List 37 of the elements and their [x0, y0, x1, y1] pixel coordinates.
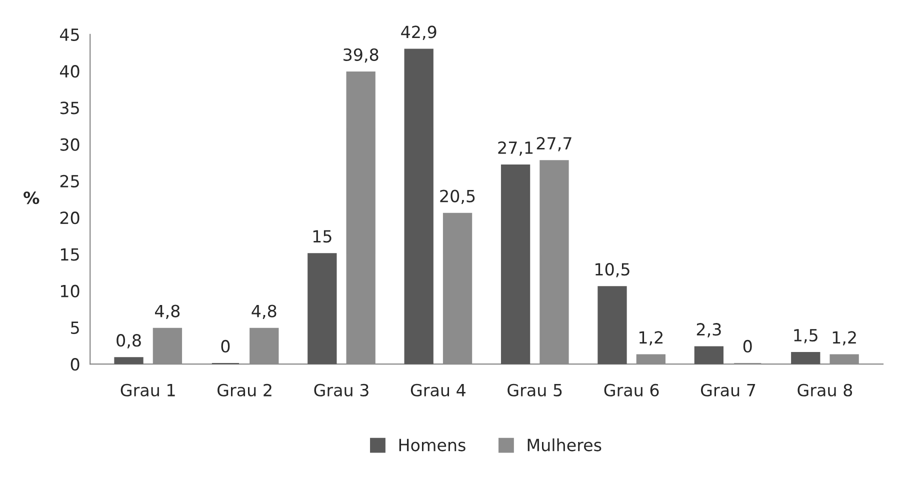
- y-tick-label: 5: [71, 322, 79, 334]
- data-label: 0: [221, 340, 230, 353]
- y-tick-label: 10: [61, 284, 80, 298]
- y-tick-label: 15: [61, 248, 79, 261]
- y-tick-label: 45: [60, 28, 79, 42]
- data-label: 4,8: [252, 304, 276, 320]
- data-label: 20,5: [440, 190, 475, 204]
- x-tick-label: Grau 6: [604, 384, 659, 396]
- data-label: 10,5: [596, 262, 630, 278]
- y-tick-label: 20: [60, 212, 80, 224]
- data-label: 2,3: [696, 323, 721, 338]
- y-tick-label: 40: [60, 65, 80, 78]
- x-tick-label: Grau 5: [508, 384, 562, 396]
- data-label: 1,2: [639, 331, 662, 346]
- data-label: 27,7: [536, 137, 572, 152]
- y-tick-label: 35: [60, 102, 79, 114]
- data-label: 27,1: [498, 141, 533, 156]
- y-tick-label: 30: [60, 138, 80, 151]
- data-label: 4,8: [155, 304, 180, 320]
- x-tick-label: Grau 1: [120, 384, 175, 396]
- x-tick-label: Grau 7: [700, 384, 756, 396]
- y-tick-label: 0: [70, 358, 80, 371]
- x-tick-label: Grau 3: [314, 384, 368, 396]
- data-label: 1,5: [794, 329, 818, 344]
- y-tick-label: 25: [60, 174, 79, 188]
- y-axis-title: %: [24, 191, 40, 204]
- data-label: 0: [743, 340, 752, 353]
- legend-label: Mulheres: [528, 438, 602, 452]
- data-label: 39,8: [344, 48, 378, 63]
- data-label: 0,8: [116, 334, 141, 348]
- data-label: 1,2: [832, 331, 856, 346]
- x-tick-label: Grau 8: [798, 384, 852, 396]
- x-tick-label: Grau 4: [410, 384, 466, 396]
- x-tick-label: Grau 2: [218, 384, 272, 396]
- data-label: 42,9: [401, 26, 436, 40]
- legend-label: Homens: [399, 438, 466, 452]
- data-label: 15: [313, 230, 332, 243]
